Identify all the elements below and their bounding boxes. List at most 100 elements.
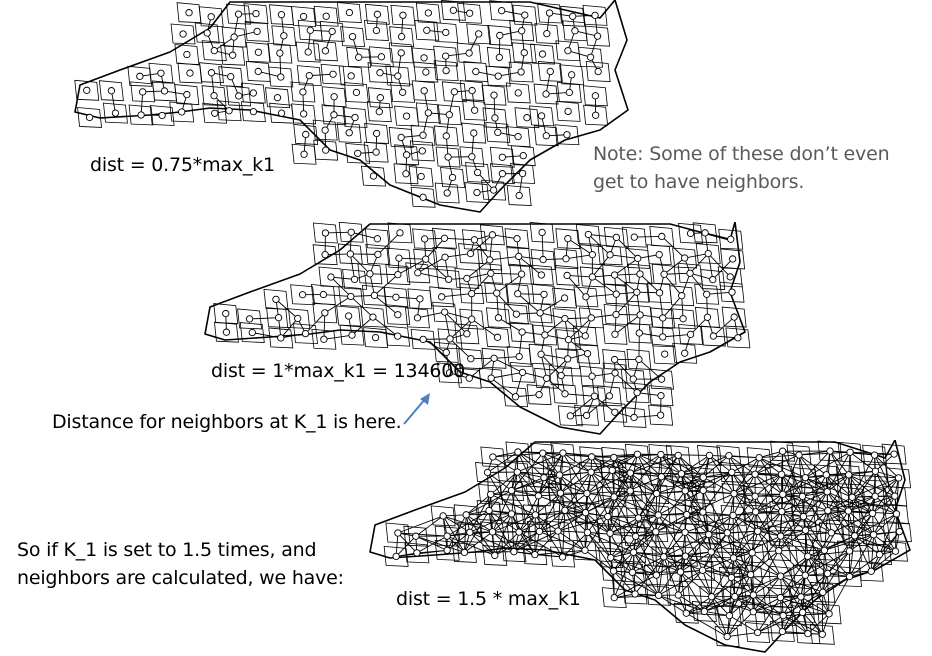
county-centroid (554, 527, 562, 535)
neighbor-link (733, 493, 782, 513)
neighbor-link (633, 392, 638, 418)
neighbor-link (658, 511, 703, 516)
county-centroid (611, 369, 619, 377)
county-centroid (473, 188, 481, 197)
neighbor-link (732, 515, 753, 554)
neighbor-link (708, 534, 734, 559)
county-boundary (621, 226, 647, 248)
neighbor-link (475, 71, 499, 77)
dist-label-15: dist = 1.5 * max_k1 (396, 588, 581, 610)
neighbor-link (639, 273, 660, 294)
neighbor-link (635, 535, 665, 558)
neighbor-link (686, 514, 734, 516)
neighbor-link (782, 612, 803, 632)
county-centroid (513, 468, 521, 476)
county-centroid (606, 529, 614, 537)
neighbor-link (350, 296, 374, 318)
county-centroid (523, 114, 531, 122)
county-boundary (410, 186, 436, 208)
neighbor-link (661, 476, 686, 492)
county-centroid (515, 352, 523, 361)
neighbor-link (417, 256, 446, 274)
county-boundary (440, 167, 465, 188)
neighbor-link (252, 332, 281, 339)
county-centroid (708, 593, 716, 601)
neighbor-link (680, 569, 703, 573)
neighbor-link (140, 91, 144, 116)
neighbor-link (488, 510, 515, 552)
county-centroid (518, 27, 526, 35)
county-centroid (470, 129, 478, 137)
county-boundary (673, 602, 699, 624)
neighbor-link (783, 615, 823, 635)
neighbor-link (677, 455, 704, 491)
neighbor-link (707, 253, 714, 280)
county-centroid (301, 329, 310, 338)
county-boundary (556, 81, 582, 103)
neighbor-link (587, 532, 614, 572)
county-centroid (798, 608, 807, 617)
county-boundary (385, 264, 411, 286)
county-boundary (336, 122, 362, 144)
neighbor-link (279, 53, 282, 78)
county-boundary (596, 385, 622, 407)
neighbor-link (708, 515, 734, 535)
county-centroid (514, 89, 522, 97)
neighbor-link (398, 257, 426, 260)
neighbor-link (851, 496, 874, 535)
neighbor-link (848, 495, 895, 512)
neighbor-link (464, 510, 490, 553)
neighbor-link (630, 472, 657, 494)
neighbor-link (680, 571, 687, 614)
county-boundary (385, 325, 411, 347)
neighbor-link (543, 477, 588, 494)
county-centroid (518, 169, 527, 178)
county-boundary (403, 525, 429, 547)
neighbor-link (498, 71, 522, 77)
county-boundary (572, 539, 598, 561)
neighbor-link (630, 472, 662, 478)
county-boundary (837, 441, 863, 463)
neighbor-link (614, 574, 657, 599)
county-centroid (657, 391, 665, 400)
county-centroid (699, 486, 707, 495)
neighbor-link (726, 532, 752, 575)
county-centroid (564, 107, 572, 116)
county-centroid (626, 469, 634, 477)
county-centroid (636, 270, 644, 278)
neighbor-link (658, 556, 665, 596)
dist-label-1: dist = 1*max_k1 = 134600 (211, 360, 465, 382)
neighbor-link (755, 493, 783, 513)
county-boundary (672, 480, 698, 502)
county-centroid (520, 49, 528, 57)
county-centroid (709, 332, 718, 340)
neighbor-link (492, 531, 536, 556)
neighbor-link (613, 457, 631, 474)
neighbor-link (516, 312, 541, 315)
neighbor-link (657, 514, 686, 557)
county-boundary (357, 263, 383, 285)
neighbor-link (684, 532, 704, 571)
county-boundary (582, 4, 608, 26)
neighbor-link (753, 611, 784, 617)
neighbor-link (800, 596, 830, 615)
neighbor-link (781, 596, 802, 632)
county-centroid (587, 314, 595, 322)
neighbor-link (849, 534, 874, 552)
neighbor-link (824, 535, 855, 551)
county-boundary (198, 6, 224, 28)
county-centroid (470, 236, 479, 244)
neighbor-link (474, 239, 491, 261)
county-centroid (249, 89, 257, 97)
county-boundary (818, 522, 844, 544)
county-centroid (633, 388, 641, 397)
neighbor-link (822, 592, 830, 614)
county-centroid (320, 335, 328, 343)
neighbor-link (780, 574, 806, 577)
county-boundary (489, 146, 515, 168)
neighbor-link (711, 551, 753, 554)
county-centroid (375, 108, 383, 116)
county-centroid (610, 493, 618, 501)
neighbor-link (249, 317, 279, 320)
county-centroid (414, 269, 422, 277)
